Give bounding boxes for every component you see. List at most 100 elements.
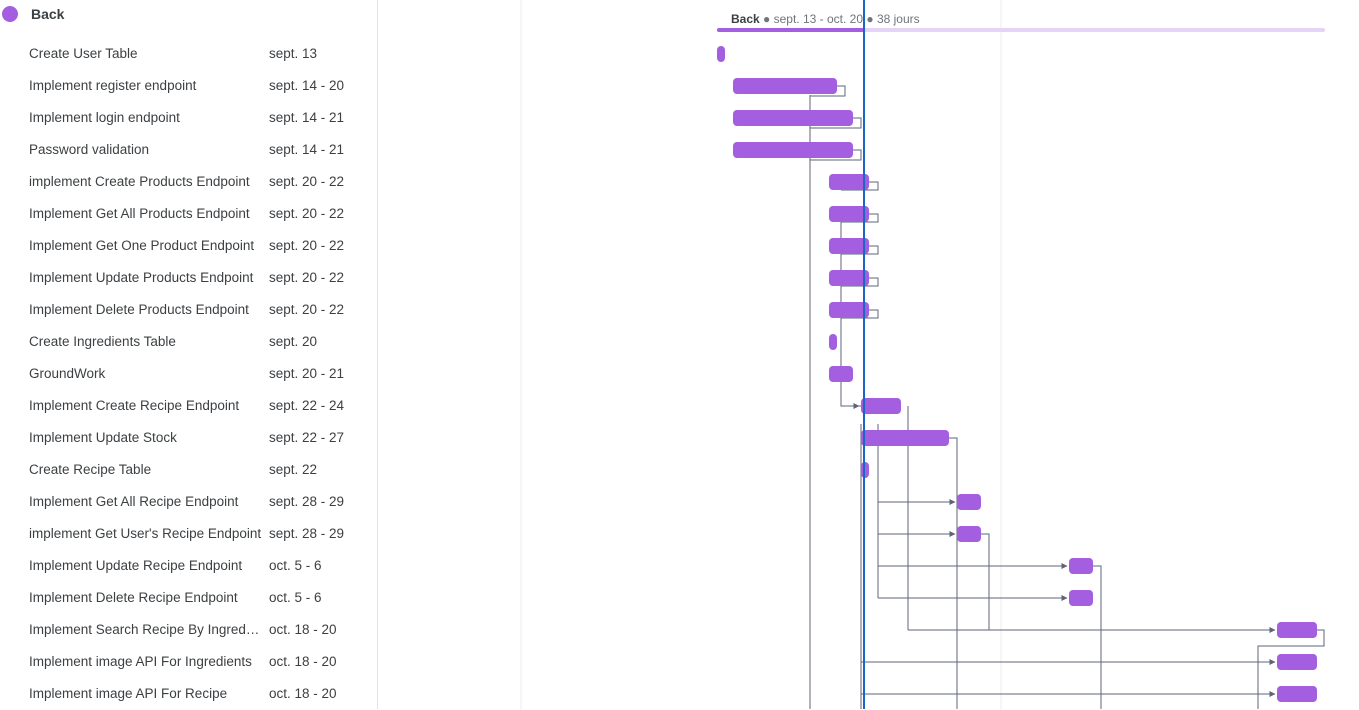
task-bar bbox=[733, 142, 853, 158]
task-bar bbox=[1277, 686, 1317, 702]
task-row[interactable]: Implement login endpoint sept. 14 - 21 bbox=[0, 102, 377, 134]
task-bar bbox=[829, 206, 869, 222]
task-bar bbox=[829, 366, 853, 382]
group-color-dot bbox=[2, 6, 18, 22]
gantt-chart bbox=[520, 0, 1325, 709]
task-name: Implement Get All Products Endpoint bbox=[29, 206, 250, 221]
group-summary-label: Back ● sept. 13 - oct. 20 ● 38 jours bbox=[731, 12, 920, 26]
task-row[interactable]: Implement Update Products Endpoint sept. … bbox=[0, 262, 377, 294]
summary-name: Back bbox=[731, 12, 760, 26]
task-name: Implement Search Recipe By Ingredients bbox=[29, 622, 262, 637]
task-name: Implement Delete Products Endpoint bbox=[29, 302, 249, 317]
task-row[interactable]: Implement Update Recipe Endpoint oct. 5 -… bbox=[0, 550, 377, 582]
summary-dates: sept. 13 - oct. 20 bbox=[773, 12, 864, 26]
task-bar bbox=[733, 78, 837, 94]
task-dates: sept. 14 - 21 bbox=[269, 142, 345, 157]
summary-progress bbox=[717, 28, 864, 32]
task-dates: oct. 5 - 6 bbox=[269, 558, 322, 573]
task-bar bbox=[717, 46, 725, 62]
task-row[interactable]: Password validation sept. 14 - 21 bbox=[0, 134, 377, 166]
task-row[interactable]: Create User Table sept. 13 bbox=[0, 38, 377, 70]
task-row[interactable]: implement Create Products Endpoint sept. … bbox=[0, 166, 377, 198]
task-dates: oct. 18 - 20 bbox=[269, 686, 337, 701]
task-row[interactable]: implement Get User's Recipe Endpoint sept… bbox=[0, 518, 377, 550]
task-name: Implement image API For Recipe bbox=[29, 686, 228, 701]
task-dates: oct. 18 - 20 bbox=[269, 654, 337, 669]
group-header[interactable]: Back bbox=[0, 0, 377, 30]
dependency-connector bbox=[980, 533, 990, 630]
task-row[interactable]: Implement Delete Recipe Endpoint oct. 5 -… bbox=[0, 582, 377, 614]
task-dates: sept. 13 bbox=[269, 46, 318, 61]
task-bar bbox=[829, 174, 869, 190]
task-dates: sept. 20 - 22 bbox=[269, 174, 345, 189]
task-list-panel: Back Create User Table sept. 13 Implement … bbox=[0, 0, 378, 709]
task-row[interactable]: Implement Search Recipe By Ingredients oc… bbox=[0, 614, 377, 646]
task-dates: sept. 22 bbox=[269, 462, 318, 477]
task-row[interactable]: Create Ingredients Table sept. 20 bbox=[0, 326, 377, 358]
task-row[interactable]: Implement Get All Products Endpoint sept.… bbox=[0, 198, 377, 230]
task-name: Implement Get One Product Endpoint bbox=[29, 238, 255, 253]
task-name: Implement Get All Recipe Endpoint bbox=[29, 494, 239, 509]
task-dates: sept. 20 - 22 bbox=[269, 206, 345, 221]
dependency-connector bbox=[948, 437, 958, 709]
task-row[interactable]: Implement image API For Ingredients oct. … bbox=[0, 646, 377, 678]
task-bar bbox=[1069, 558, 1093, 574]
dependency-connector bbox=[810, 149, 862, 161]
task-dates: sept. 20 - 21 bbox=[269, 366, 345, 381]
dependency-connector bbox=[1092, 565, 1102, 709]
task-bar bbox=[829, 270, 869, 286]
task-row[interactable]: Implement Create Recipe Endpoint sept. 22… bbox=[0, 390, 377, 422]
task-row[interactable]: Implement Get All Recipe Endpoint sept. 2… bbox=[0, 486, 377, 518]
gantt-timeline: Back ● sept. 13 - oct. 20 ● 38 jours bbox=[378, 0, 1359, 709]
task-row[interactable]: Implement image API For Recipe oct. 18 - … bbox=[0, 678, 377, 710]
task-bar bbox=[829, 334, 837, 350]
task-name: Implement Update Stock bbox=[29, 430, 177, 445]
task-row[interactable]: Implement Delete Products Endpoint sept. … bbox=[0, 294, 377, 326]
task-name: Implement login endpoint bbox=[29, 110, 180, 125]
task-name: Implement register endpoint bbox=[29, 78, 197, 93]
task-dates: sept. 20 - 22 bbox=[269, 270, 345, 285]
task-dates: sept. 22 - 27 bbox=[269, 430, 345, 445]
dependency-connector bbox=[810, 117, 862, 129]
task-bar bbox=[957, 526, 981, 542]
task-name: implement Create Products Endpoint bbox=[29, 174, 250, 189]
task-row[interactable]: Implement Update Stock sept. 22 - 27 bbox=[0, 422, 377, 454]
task-name: GroundWork bbox=[29, 366, 106, 381]
task-bar bbox=[829, 238, 869, 254]
task-dates: sept. 14 - 21 bbox=[269, 110, 345, 125]
task-row[interactable]: Create Recipe Table sept. 22 bbox=[0, 454, 377, 486]
task-bar bbox=[1069, 590, 1093, 606]
task-row[interactable]: Implement Get One Product Endpoint sept. … bbox=[0, 230, 377, 262]
task-dates: sept. 20 bbox=[269, 334, 318, 349]
task-name: Implement Create Recipe Endpoint bbox=[29, 398, 240, 413]
task-name: Implement Delete Recipe Endpoint bbox=[29, 590, 238, 605]
task-dates: sept. 28 - 29 bbox=[269, 494, 345, 509]
task-dates: sept. 14 - 20 bbox=[269, 78, 345, 93]
summary-separator: ● bbox=[763, 12, 771, 26]
group-title: Back bbox=[31, 6, 65, 22]
task-name: Implement Update Products Endpoint bbox=[29, 270, 254, 285]
task-dates: sept. 22 - 24 bbox=[269, 398, 345, 413]
dependency-connector bbox=[1257, 629, 1325, 709]
task-name: Create Ingredients Table bbox=[29, 334, 176, 349]
summary-track bbox=[717, 28, 1325, 32]
task-name: Password validation bbox=[29, 142, 150, 157]
task-bar bbox=[829, 302, 869, 318]
task-row[interactable]: GroundWork sept. 20 - 21 bbox=[0, 358, 377, 390]
task-dates: sept. 20 - 22 bbox=[269, 238, 345, 253]
task-name: Create User Table bbox=[29, 46, 138, 61]
task-name: Implement Update Recipe Endpoint bbox=[29, 558, 243, 573]
task-name: Implement image API For Ingredients bbox=[29, 654, 252, 669]
task-bar bbox=[1277, 622, 1317, 638]
task-bar bbox=[957, 494, 981, 510]
task-name: Create Recipe Table bbox=[29, 462, 152, 477]
task-bar bbox=[733, 110, 853, 126]
task-bar bbox=[861, 398, 901, 414]
task-name: implement Get User's Recipe Endpoint bbox=[29, 526, 262, 541]
task-dates: oct. 5 - 6 bbox=[269, 590, 322, 605]
task-dates: oct. 18 - 20 bbox=[269, 622, 337, 637]
task-row[interactable]: Implement register endpoint sept. 14 - 20 bbox=[0, 70, 377, 102]
task-bar bbox=[861, 430, 949, 446]
summary-duration: 38 jours bbox=[876, 12, 920, 26]
task-bar bbox=[1277, 654, 1317, 670]
